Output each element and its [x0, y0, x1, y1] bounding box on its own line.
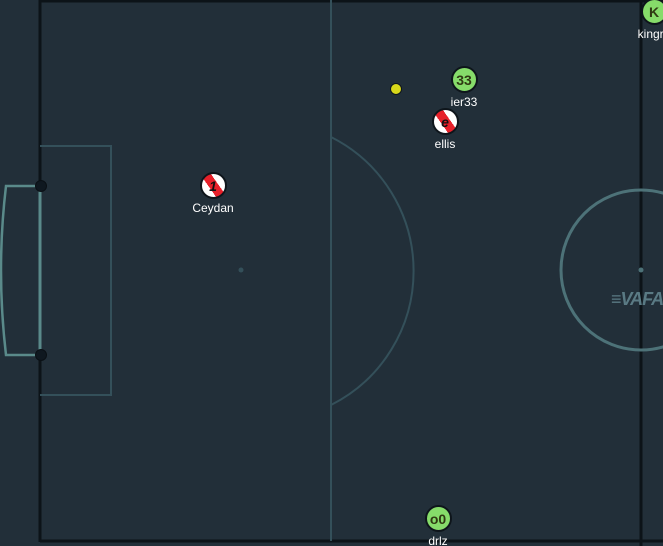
goal-net [0, 184, 40, 357]
player-ceydan[interactable]: 1 Ceydan [183, 172, 243, 215]
goal-post-bottom [35, 349, 47, 361]
vafa-logo: ≡VAFA [611, 289, 663, 309]
player-name: ellis [434, 137, 456, 151]
player-kingra[interactable]: K kingra [624, 0, 663, 41]
penalty-spot [238, 267, 244, 273]
player-number: o0 [429, 510, 447, 527]
ball [390, 83, 402, 95]
goal-post-top [35, 180, 47, 192]
player-disc: 1 [199, 172, 227, 199]
player-disc: e [431, 108, 459, 135]
player-disc: 33 [450, 66, 478, 93]
player-number: K [648, 3, 660, 20]
player-name: drlz [428, 534, 448, 546]
player-number: 33 [456, 71, 472, 88]
zone-arc [330, 136, 415, 406]
player-ellis[interactable]: e ellis [415, 108, 475, 151]
player-number: 1 [209, 177, 217, 194]
player-disc: K [640, 0, 663, 25]
player-name: ier33 [450, 95, 478, 109]
player-name: kingra [637, 27, 663, 41]
center-circle [559, 188, 663, 352]
player-number: e [441, 113, 449, 130]
player-drlz[interactable]: o0 drlz [408, 505, 468, 546]
player-name: Ceydan [192, 201, 234, 215]
player-ier33[interactable]: 33 ier33 [434, 66, 494, 109]
penalty-box [40, 145, 112, 396]
center-spot [638, 267, 644, 273]
player-disc: o0 [424, 505, 452, 532]
